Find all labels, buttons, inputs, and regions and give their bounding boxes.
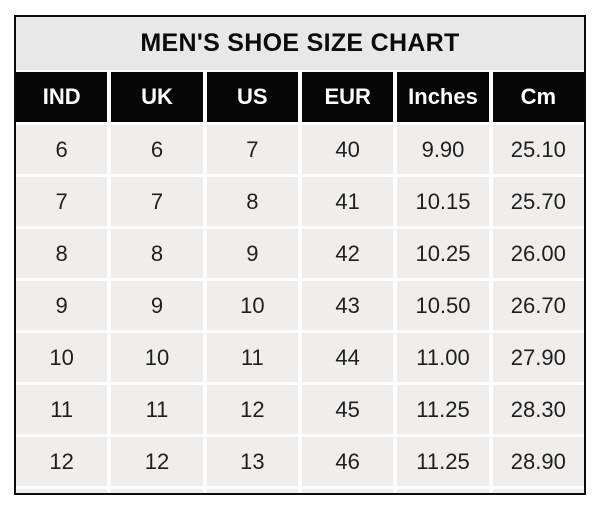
- table-cell: 46: [302, 437, 394, 486]
- bottom-spacer: [206, 489, 298, 493]
- table-cell: 41: [302, 177, 394, 226]
- table-cell: 26.70: [492, 281, 584, 330]
- table-cell: 11.00: [397, 333, 489, 382]
- header-cell: Cm: [492, 72, 584, 122]
- table-cell: 27.90: [492, 333, 584, 382]
- table-cell: 42: [302, 229, 394, 278]
- size-table: IND UK US EUR Inches Cm 6 6 7 40 9.90 25.10 7 7 8 41 10.…: [16, 72, 584, 493]
- table-cell: 10.25: [397, 229, 489, 278]
- bottom-spacer: [492, 489, 584, 493]
- header-cell: US: [206, 72, 298, 122]
- table-cell: 26.00: [492, 229, 584, 278]
- table-cell: 25.70: [492, 177, 584, 226]
- table-cell: 10: [111, 333, 203, 382]
- table-cell: 6: [111, 125, 203, 174]
- header-cell: EUR: [302, 72, 394, 122]
- table-cell: 7: [16, 177, 108, 226]
- table-cell: 8: [111, 229, 203, 278]
- table-cell: 11.25: [397, 385, 489, 434]
- table-cell: 43: [302, 281, 394, 330]
- table-cell: 10.50: [397, 281, 489, 330]
- table-cell: 44: [302, 333, 394, 382]
- table-cell: 11: [206, 333, 298, 382]
- header-cell: UK: [111, 72, 203, 122]
- table-cell: 7: [111, 177, 203, 226]
- table-cell: 28.30: [492, 385, 584, 434]
- table-cell: 12: [206, 385, 298, 434]
- table-cell: 12: [111, 437, 203, 486]
- table-cell: 9.90: [397, 125, 489, 174]
- table-cell: 6: [16, 125, 108, 174]
- table-cell: 9: [111, 281, 203, 330]
- table-cell: 28.90: [492, 437, 584, 486]
- table-cell: 45: [302, 385, 394, 434]
- bottom-spacer: [397, 489, 489, 493]
- chart-title: MEN'S SHOE SIZE CHART: [16, 17, 584, 70]
- bottom-spacer: [16, 489, 108, 493]
- table-cell: 10: [206, 281, 298, 330]
- table-cell: 7: [206, 125, 298, 174]
- table-cell: 40: [302, 125, 394, 174]
- size-chart-table: MEN'S SHOE SIZE CHART IND UK US EUR Inches Cm…: [14, 15, 586, 495]
- bottom-spacer: [302, 489, 394, 493]
- table-cell: 8: [16, 229, 108, 278]
- table-cell: 9: [206, 229, 298, 278]
- table-cell: 11.25: [397, 437, 489, 486]
- bottom-spacer: [111, 489, 203, 493]
- table-cell: 11: [16, 385, 108, 434]
- table-cell: 9: [16, 281, 108, 330]
- table-cell: 12: [16, 437, 108, 486]
- header-cell: Inches: [397, 72, 489, 122]
- table-cell: 10: [16, 333, 108, 382]
- table-cell: 8: [206, 177, 298, 226]
- table-cell: 11: [111, 385, 203, 434]
- table-cell: 25.10: [492, 125, 584, 174]
- table-cell: 13: [206, 437, 298, 486]
- table-cell: 10.15: [397, 177, 489, 226]
- header-cell: IND: [16, 72, 108, 122]
